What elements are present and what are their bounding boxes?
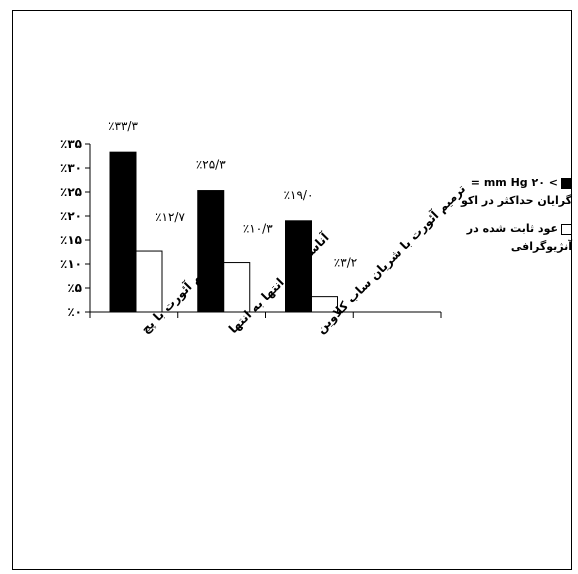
y-tick-label: ٪۱۰ [60, 257, 82, 271]
legend: > ۲۰ mm Hg = گرایان حداکثر در اکو عود ثا… [422, 174, 572, 266]
legend-item-peak-gradient: > ۲۰ mm Hg = گرایان حداکثر در اکو [422, 174, 572, 210]
data-label: ٪۲۵/۳ [196, 158, 226, 172]
y-tick-label: ٪۲۰ [60, 209, 82, 223]
legend-swatch-white [561, 223, 572, 235]
bar [311, 296, 338, 313]
y-tick-label: ٪۵ [67, 281, 82, 295]
data-label: ٪۱۹/۰ [284, 188, 314, 202]
data-label: ٪۳/۲ [334, 256, 357, 270]
y-tick-label: ٪۲۵ [60, 185, 82, 199]
data-label: ٪۱۲/۷ [155, 210, 185, 224]
legend-item-recurrence: عود ثابت شده در آنژیوگرافی [422, 220, 572, 256]
bar [135, 250, 163, 313]
data-label: ٪۱۰/۳ [243, 222, 273, 236]
data-label: ٪۳۳/۳ [108, 119, 138, 133]
y-tick-label: ٪۳۵ [60, 137, 82, 151]
legend-label-recurrence: عود ثابت شده در آنژیوگرافی [466, 222, 572, 253]
y-tick-label: ٪۰ [67, 305, 82, 319]
y-tick-label: ٪۱۵ [60, 233, 82, 247]
legend-label-peak-gradient-a: > ۲۰ mm Hg = [470, 176, 558, 189]
bar [197, 190, 225, 313]
y-tick-label: ٪۳۰ [60, 161, 82, 175]
bar [109, 151, 137, 313]
bar [285, 220, 312, 313]
legend-label-peak-gradient-b: گرایان حداکثر در اکو [461, 194, 572, 207]
bar [223, 262, 251, 313]
legend-swatch-black [561, 177, 572, 189]
